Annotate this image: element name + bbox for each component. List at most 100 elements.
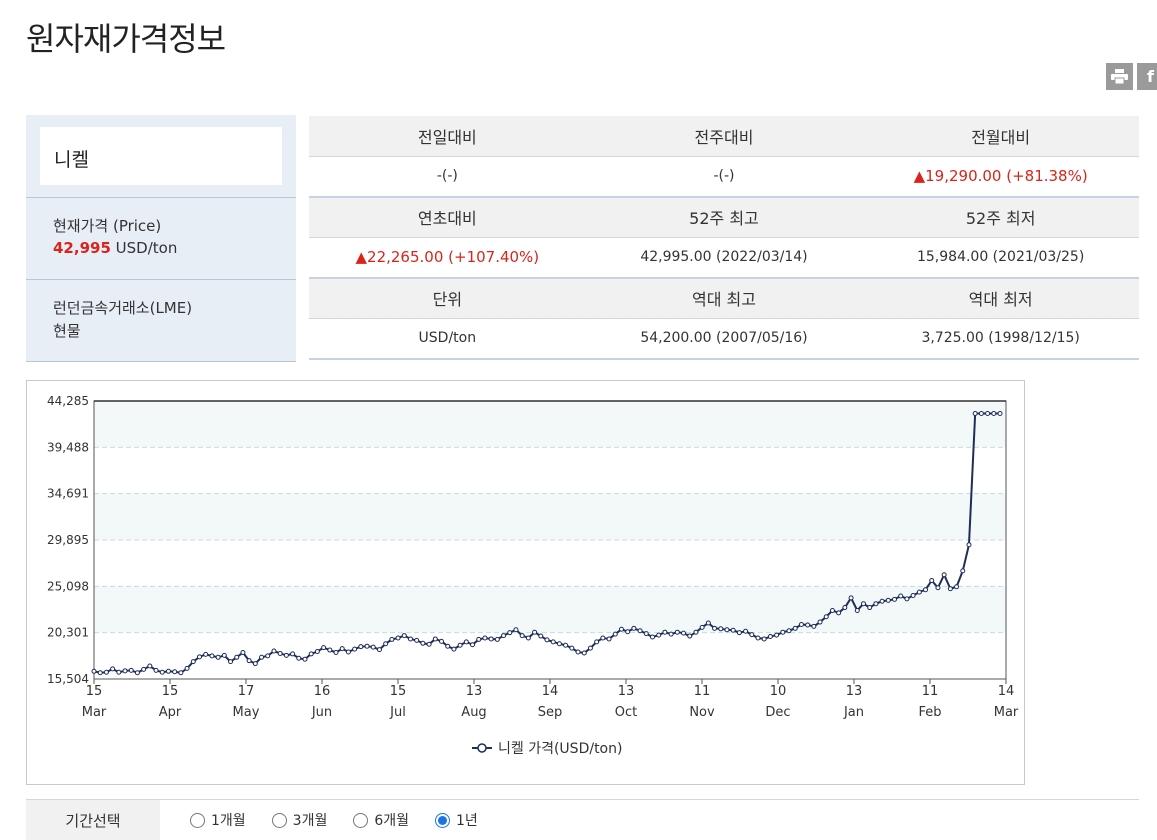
stat-value: 15,984.00 (2021/03/25) bbox=[862, 237, 1139, 279]
data-point bbox=[656, 632, 662, 638]
stat-value: 54,200.00 (2007/05/16) bbox=[585, 318, 863, 360]
data-point bbox=[625, 629, 631, 635]
data-point bbox=[122, 668, 128, 674]
data-point bbox=[389, 636, 395, 642]
y-tick-label: 20,301 bbox=[47, 626, 89, 640]
data-point bbox=[600, 635, 606, 641]
period-option[interactable]: 1년 bbox=[435, 810, 478, 830]
x-tick-month: Nov bbox=[689, 705, 715, 720]
data-point bbox=[972, 410, 978, 416]
data-point bbox=[252, 661, 258, 667]
legend-marker bbox=[477, 743, 487, 753]
data-point bbox=[172, 669, 178, 675]
data-point bbox=[246, 658, 252, 664]
data-point bbox=[618, 626, 624, 632]
summary-panel: 니켈 현재가격 (Price) 42,995 USD/ton 런던금속거래소(L… bbox=[26, 115, 296, 362]
data-point bbox=[327, 647, 333, 653]
plot-band bbox=[94, 447, 1006, 494]
data-point bbox=[271, 648, 277, 654]
x-tick-month: Dec bbox=[765, 705, 790, 720]
data-point bbox=[687, 633, 693, 639]
print-icon[interactable] bbox=[1106, 63, 1133, 90]
data-point bbox=[860, 601, 866, 607]
stat-header: 역대 최고 bbox=[585, 278, 863, 319]
y-tick-label: 29,895 bbox=[47, 533, 89, 547]
price-value: 42,995 bbox=[53, 239, 111, 257]
stat-header: 52주 최고 bbox=[585, 197, 863, 238]
data-point bbox=[643, 631, 649, 637]
x-tick-day: 16 bbox=[314, 684, 331, 699]
data-point bbox=[290, 651, 296, 657]
x-tick-month: Mar bbox=[994, 705, 1019, 720]
stat-header: 연초대비 bbox=[309, 197, 586, 238]
x-tick-day: 13 bbox=[618, 684, 635, 699]
stat-value: ▲19,290.00 (+81.38%) bbox=[862, 156, 1139, 198]
x-tick-day: 15 bbox=[86, 684, 103, 699]
data-point bbox=[774, 632, 780, 638]
data-point bbox=[668, 631, 674, 637]
data-point bbox=[333, 649, 339, 655]
plot-band bbox=[94, 540, 1006, 587]
data-point bbox=[91, 668, 97, 674]
data-point bbox=[817, 619, 823, 625]
data-point bbox=[364, 643, 370, 649]
period-option-label: 6개월 bbox=[374, 813, 410, 829]
stat-value: USD/ton bbox=[309, 318, 586, 360]
data-point bbox=[488, 636, 494, 642]
data-point bbox=[587, 645, 593, 651]
x-tick-day: 13 bbox=[846, 684, 863, 699]
data-point bbox=[203, 651, 209, 657]
data-point bbox=[743, 628, 749, 634]
data-point bbox=[277, 650, 283, 656]
data-point bbox=[954, 584, 960, 590]
data-point bbox=[767, 634, 773, 640]
stat-header: 단위 bbox=[309, 278, 586, 319]
data-point bbox=[451, 646, 457, 652]
period-option[interactable]: 3개월 bbox=[271, 810, 327, 830]
data-point bbox=[649, 634, 655, 640]
stat-value: ▲22,265.00 (+107.40%) bbox=[309, 237, 586, 279]
data-point bbox=[519, 633, 525, 639]
data-point bbox=[755, 635, 761, 641]
data-point bbox=[103, 669, 109, 675]
radio-button[interactable] bbox=[190, 812, 205, 828]
data-point bbox=[395, 635, 401, 641]
x-tick-month: Jul bbox=[389, 705, 406, 720]
data-point bbox=[383, 641, 389, 647]
data-point bbox=[532, 629, 538, 635]
data-point bbox=[463, 639, 469, 645]
data-point bbox=[749, 632, 755, 638]
divider bbox=[26, 279, 296, 280]
data-point bbox=[339, 646, 345, 652]
x-tick-day: 14 bbox=[542, 684, 559, 699]
data-point bbox=[681, 630, 687, 636]
data-point bbox=[569, 645, 575, 651]
data-point bbox=[265, 653, 271, 659]
period-option[interactable]: 6개월 bbox=[353, 810, 409, 830]
x-tick-month: Apr bbox=[159, 705, 182, 720]
y-tick-label: 15,504 bbox=[47, 672, 89, 686]
stat-header: 52주 최저 bbox=[862, 197, 1139, 238]
data-point bbox=[923, 587, 929, 593]
stat-value: 3,725.00 (1998/12/15) bbox=[862, 318, 1139, 360]
data-point bbox=[190, 659, 196, 665]
data-point bbox=[966, 542, 972, 548]
data-point bbox=[823, 614, 829, 620]
data-point bbox=[345, 649, 351, 655]
radio-button[interactable] bbox=[353, 812, 369, 828]
facebook-icon[interactable]: f bbox=[1137, 63, 1157, 90]
data-point bbox=[513, 627, 519, 633]
data-point bbox=[978, 410, 984, 416]
radio-button[interactable] bbox=[271, 812, 287, 828]
data-point bbox=[445, 643, 451, 649]
radio-button[interactable] bbox=[435, 812, 451, 828]
y-tick-label: 39,488 bbox=[47, 440, 89, 454]
data-point bbox=[358, 644, 364, 650]
data-point bbox=[314, 649, 320, 655]
data-point bbox=[401, 633, 407, 639]
data-point bbox=[848, 595, 854, 601]
period-option[interactable]: 1개월 bbox=[190, 810, 246, 830]
data-point bbox=[420, 640, 426, 646]
data-point bbox=[712, 625, 718, 631]
data-point bbox=[538, 633, 544, 639]
